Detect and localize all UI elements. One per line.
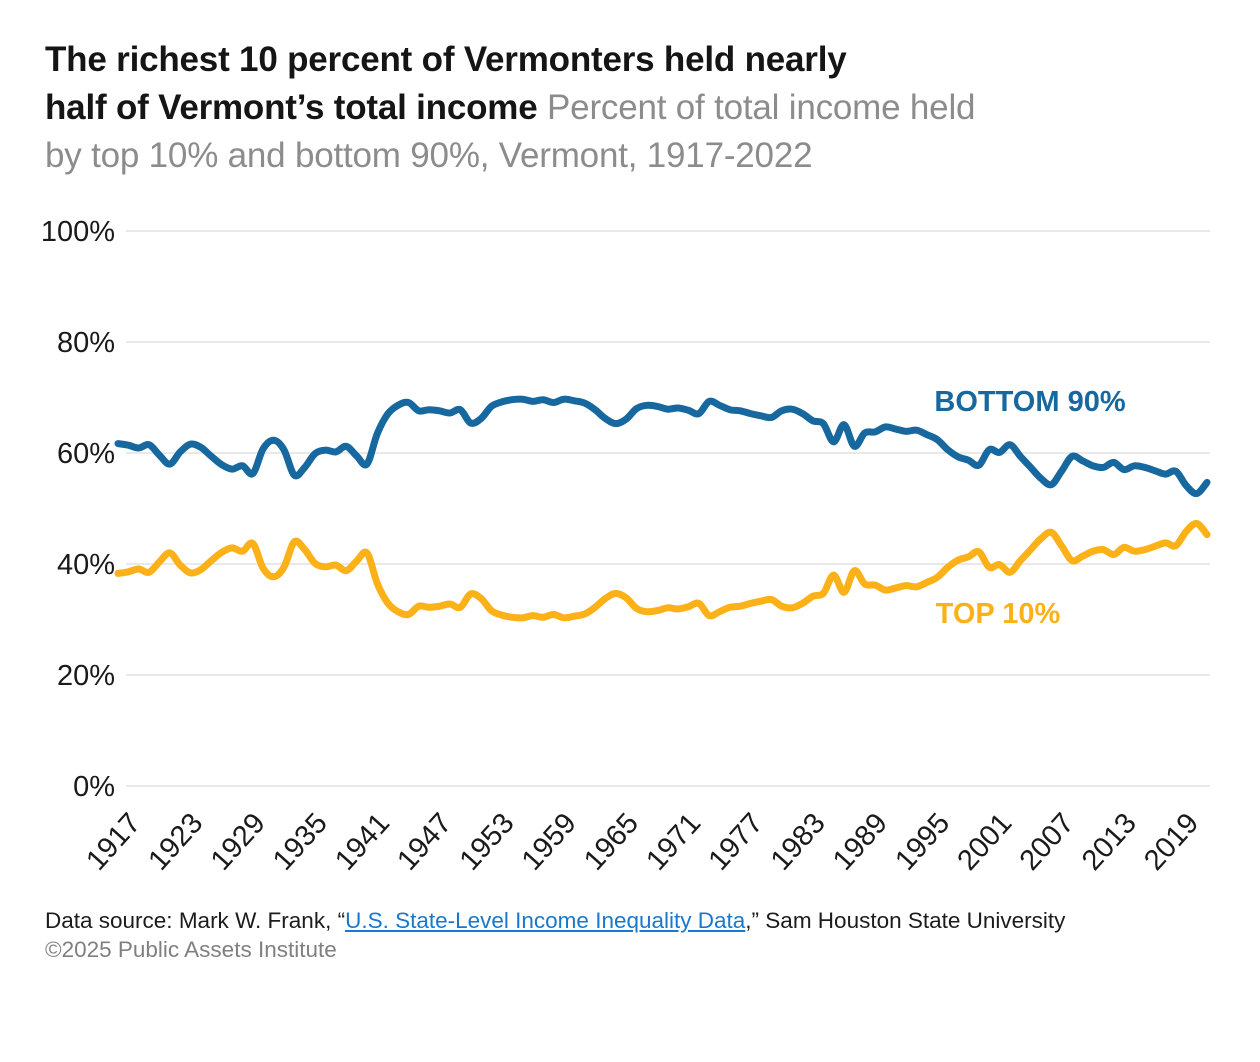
y-axis-tick-label: 0% (73, 771, 115, 803)
x-axis-tick-label: 2001 (951, 807, 1018, 876)
y-axis-tick-label: 80% (57, 327, 115, 359)
title-line-2: half of Vermont’s total income (45, 88, 538, 127)
x-axis-tick-label: 1929 (205, 807, 272, 876)
series-label-top-10: TOP 10% (936, 598, 1061, 630)
data-source-line: Data source: Mark W. Frank, “U.S. State-… (45, 906, 1215, 935)
page-title: The richest 10 percent of Vermonters hel… (45, 36, 1195, 180)
x-axis-tick-label: 2007 (1014, 807, 1081, 876)
y-axis-tick-label: 40% (57, 549, 115, 581)
chart-subtitle-part-2: by top 10% and bottom 90%, Vermont, 1917… (45, 136, 813, 175)
series-layer (114, 395, 1211, 622)
x-axis-tick-label: 1917 (80, 807, 147, 876)
x-axis-tick-label: 1923 (142, 807, 209, 876)
y-axis-tick-label: 60% (57, 438, 115, 470)
series-label-bottom-90: BOTTOM 90% (934, 386, 1125, 418)
x-axis-tick-label: 1947 (391, 807, 458, 876)
copyright-text: ©2025 Public Assets Institute (45, 937, 337, 962)
x-axis-tick-label: 1971 (640, 807, 707, 876)
chart-subtitle-part-1: Percent of total income held (547, 88, 976, 127)
bottom-90-line (114, 395, 1211, 498)
x-axis-tick-label: 1989 (827, 807, 894, 876)
y-axis-tick-label: 100% (41, 216, 115, 248)
source-link[interactable]: U.S. State-Level Income Inequality Data (345, 908, 746, 933)
x-axis-tick-label: 1935 (267, 807, 334, 876)
top-10-line (114, 519, 1211, 622)
chart-footer: Data source: Mark W. Frank, “U.S. State-… (45, 906, 1215, 964)
x-axis-tick-label: 1983 (765, 807, 832, 876)
x-axis-tick-label: 1977 (703, 807, 770, 876)
x-axis-tick-label: 2013 (1076, 807, 1143, 876)
x-axis-tick-label: 2019 (1138, 807, 1205, 876)
x-axis-tick-label: 1965 (578, 807, 645, 876)
x-axis-tick-label: 1953 (454, 807, 521, 876)
y-axis-tick-label: 20% (57, 660, 115, 692)
x-axis-tick-label: 1995 (889, 807, 956, 876)
x-axis-tick-label: 1941 (329, 807, 396, 876)
axis-label-layer: 1917192319291935194119471953195919651971… (80, 807, 1205, 876)
source-text-suffix: ,” Sam Houston State University (745, 908, 1066, 933)
x-axis-tick-label: 1959 (516, 807, 583, 876)
gridline-layer: 0% 20% 40% 60% 80% 100% (41, 216, 1210, 803)
source-text-prefix: Data source: Mark W. Frank, “ (45, 908, 346, 933)
title-line-1: The richest 10 percent of Vermonters hel… (45, 40, 847, 79)
